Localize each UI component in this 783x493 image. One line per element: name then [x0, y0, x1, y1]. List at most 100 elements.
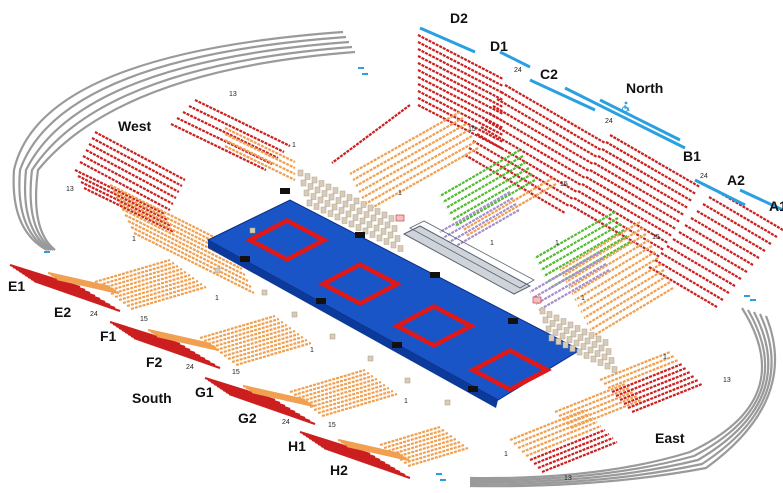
seat-row — [488, 112, 590, 172]
section-west-orange-top[interactable] — [224, 127, 296, 181]
section-a2-label[interactable]: A2 — [727, 172, 745, 188]
section-e1-label[interactable]: E1 — [8, 278, 26, 294]
outer-ring — [12, 30, 344, 251]
seat-row — [577, 257, 659, 307]
seat-row — [102, 264, 179, 290]
section-d1-label[interactable]: D1 — [490, 38, 508, 54]
section-g-rows[interactable] — [204, 376, 316, 426]
seat-row — [609, 134, 701, 188]
seat-row — [94, 131, 186, 181]
section-south-orange-f[interactable] — [199, 314, 312, 367]
bench-seat — [553, 314, 560, 322]
section-d1-seats[interactable] — [331, 104, 411, 164]
row-number: 24 — [605, 118, 613, 125]
seat-row — [156, 334, 220, 352]
bench-seat — [300, 179, 307, 187]
section-e-rows[interactable] — [9, 263, 121, 313]
section-a2-rows[interactable] — [648, 189, 783, 308]
section-south-orange-h[interactable] — [379, 425, 469, 468]
section-g2-label[interactable]: G2 — [238, 410, 257, 426]
bench-seat — [590, 355, 597, 363]
row-number: 1 — [292, 142, 296, 149]
section-c2-label[interactable]: C2 — [540, 66, 558, 82]
bench-seat — [595, 335, 602, 343]
seat-row — [176, 117, 273, 165]
section-b1-label[interactable]: B1 — [683, 148, 701, 164]
seat-row — [127, 220, 249, 282]
seat-row — [133, 232, 255, 294]
seat-row — [251, 390, 315, 408]
bench-seat — [313, 203, 320, 210]
section-c2-green-rows[interactable] — [439, 149, 536, 227]
seat-row — [615, 366, 687, 398]
section-c2-purple-rows[interactable] — [439, 191, 520, 251]
seat-row — [133, 336, 221, 370]
bench-seat — [383, 238, 390, 245]
bench-seat — [583, 352, 590, 359]
seat-row — [77, 175, 169, 221]
seat-row — [417, 55, 504, 101]
section-d1-lower-rows[interactable] — [349, 111, 479, 211]
section-c2-rows[interactable] — [464, 84, 606, 214]
section-d2-label[interactable]: D2 — [450, 10, 468, 26]
section-f1-label[interactable]: F1 — [100, 328, 117, 344]
competition-floor — [206, 199, 582, 408]
seat-row — [468, 147, 570, 207]
seat-row — [525, 424, 602, 458]
seat-row — [571, 245, 653, 295]
bench-seat — [346, 194, 353, 201]
bench-seat — [306, 199, 313, 207]
outer-ring — [23, 40, 350, 251]
section-b1-rows[interactable] — [569, 134, 701, 258]
section-south-orange-e[interactable] — [94, 258, 207, 311]
section-c2-middle-rows[interactable] — [462, 177, 557, 237]
seat-row — [130, 226, 252, 288]
bench-seat — [367, 204, 374, 212]
bench-seat — [314, 186, 321, 194]
seat-row — [407, 446, 469, 468]
section-g1-label[interactable]: G1 — [195, 384, 214, 400]
section-east-mid-rows[interactable] — [554, 382, 642, 430]
section-west-orange-rows[interactable] — [109, 184, 255, 294]
row-number: 13 — [229, 91, 237, 98]
section-b1-lower-rows[interactable] — [559, 221, 674, 337]
bench-seat — [560, 318, 567, 325]
bench-seat — [370, 214, 377, 222]
section-h2-label[interactable]: H2 — [330, 462, 348, 478]
seat-row — [439, 191, 511, 233]
bench-seat — [598, 344, 605, 352]
section-h1-label[interactable]: H1 — [288, 438, 306, 454]
seat-row — [585, 176, 677, 230]
scoreboard — [280, 188, 290, 194]
section-h-rows[interactable] — [299, 430, 411, 480]
section-east-lower-rows[interactable] — [509, 408, 618, 474]
bench-seat — [588, 332, 595, 339]
seat-row — [496, 98, 598, 158]
bench-seat — [549, 320, 556, 327]
section-b1-purple-rows[interactable] — [529, 251, 610, 311]
bench-seat — [574, 325, 581, 332]
seat-row — [112, 190, 234, 252]
section-south-orange-g[interactable] — [289, 368, 398, 418]
section-a1-label[interactable]: A1 — [769, 198, 783, 214]
bench-seat — [580, 343, 587, 350]
bench-seat — [345, 210, 352, 218]
seat-row — [331, 104, 411, 164]
seat-row — [521, 420, 598, 454]
seat-row — [558, 386, 630, 418]
section-west-upper-left-rows[interactable] — [79, 131, 186, 211]
seat-row — [451, 173, 533, 221]
seat-row — [199, 314, 276, 340]
section-west-lower-rows[interactable] — [74, 169, 175, 233]
floor-chair — [444, 399, 451, 406]
row-number: 1 — [490, 240, 494, 247]
section-f-rows[interactable] — [109, 320, 221, 370]
section-e2-label[interactable]: E2 — [54, 304, 72, 320]
seat-row — [235, 341, 312, 367]
section-east-upper-rows[interactable] — [599, 350, 703, 414]
seat-row — [364, 141, 476, 205]
section-f2-label[interactable]: F2 — [146, 354, 163, 370]
section-west-upper-rows[interactable] — [170, 99, 291, 171]
judges-table-outline — [409, 220, 535, 289]
bench-seat — [324, 200, 331, 207]
